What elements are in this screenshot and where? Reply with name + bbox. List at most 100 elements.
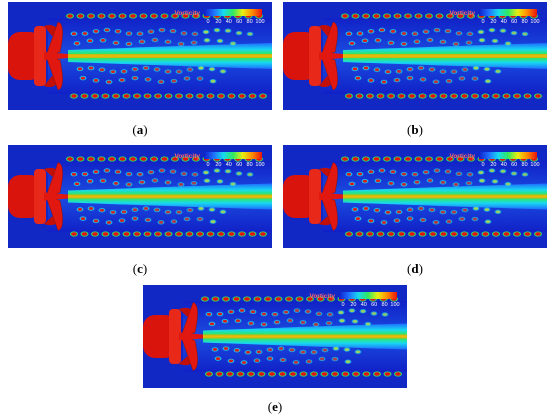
tip-vortex xyxy=(216,372,223,376)
tip-vortex xyxy=(249,232,256,236)
tip-vortex xyxy=(81,94,88,98)
propeller-blade xyxy=(320,162,338,197)
tip-vortex xyxy=(109,14,115,18)
tip-vortex xyxy=(482,232,489,236)
tip-vortex xyxy=(113,232,119,236)
colorbar-gradient xyxy=(479,152,537,159)
propeller-blade xyxy=(320,55,338,91)
vorticity-plot-b: Vorticity 0 20 40 60 80 100 xyxy=(283,2,547,110)
tip-vortex xyxy=(419,94,426,98)
tip-vortex xyxy=(472,94,478,98)
colorbar-gradient xyxy=(204,152,262,159)
tip-vortex xyxy=(176,94,182,98)
propeller-hub xyxy=(179,332,203,341)
tip-vortex xyxy=(260,232,266,236)
tip-vortex xyxy=(151,14,157,18)
panel-c-letter: c xyxy=(137,261,143,276)
propeller-blade xyxy=(45,162,63,197)
panel-a: Vorticity 0 20 40 60 80 100 xyxy=(8,2,272,110)
colorbar-tick-label: 80 xyxy=(247,19,253,25)
tip-vortex xyxy=(472,232,478,236)
tip-vortex xyxy=(300,372,307,376)
tip-vortex xyxy=(395,372,401,376)
colorbar-tick-label: 100 xyxy=(255,19,264,25)
tip-vortex xyxy=(155,232,161,236)
colorbar-tick-label: 20 xyxy=(490,19,496,25)
tip-vortex xyxy=(88,157,94,161)
propeller-blade xyxy=(180,336,198,371)
colorbar-tick-label: 100 xyxy=(255,162,264,168)
tip-vortex xyxy=(398,232,405,236)
tip-vortex xyxy=(374,372,380,376)
propeller-blade xyxy=(180,302,198,337)
tip-vortex xyxy=(109,157,115,161)
tip-vortex xyxy=(296,297,303,301)
tip-vortex xyxy=(430,232,436,236)
tip-vortex xyxy=(182,14,189,18)
tip-vortex xyxy=(202,297,208,301)
colorbar-tick-label: 0 xyxy=(341,302,344,308)
tip-vortex xyxy=(176,232,182,236)
tip-vortex xyxy=(373,14,380,18)
tip-vortex xyxy=(144,232,151,236)
tip-vortex xyxy=(119,14,126,18)
tip-vortex xyxy=(346,232,352,236)
tip-vortex xyxy=(373,157,380,161)
tip-vortex xyxy=(172,14,178,18)
colorbar-tick-label: 0 xyxy=(206,162,209,168)
colorbar-tick-label: 60 xyxy=(511,162,517,168)
tip-vortex xyxy=(207,232,214,236)
tip-vortex xyxy=(244,297,250,301)
colorbar-tick-label: 0 xyxy=(481,162,484,168)
tip-vortex xyxy=(197,94,203,98)
colorbar-title: Vorticity xyxy=(309,293,335,300)
propeller-hub xyxy=(44,192,68,201)
tip-vortex xyxy=(332,372,338,376)
colorbar-tick-label: 80 xyxy=(522,162,528,168)
tip-vortex xyxy=(207,94,214,98)
tip-vortex xyxy=(493,232,499,236)
colorbar-tick-label: 40 xyxy=(226,162,232,168)
tip-vortex xyxy=(228,94,235,98)
tip-vortex xyxy=(398,94,405,98)
tip-vortex xyxy=(468,14,474,18)
tip-vortex xyxy=(524,232,531,236)
tip-vortex xyxy=(258,372,265,376)
tip-vortex xyxy=(279,372,286,376)
tip-vortex xyxy=(363,372,370,376)
tip-vortex xyxy=(353,372,359,376)
tip-vortex xyxy=(151,157,157,161)
tip-vortex xyxy=(384,14,390,18)
tip-vortex xyxy=(482,94,489,98)
tip-vortex xyxy=(165,232,172,236)
colorbar-tick-label: 40 xyxy=(226,19,232,25)
tip-vortex xyxy=(415,157,422,161)
propeller-blade xyxy=(45,55,63,91)
tip-vortex xyxy=(415,14,422,18)
tip-vortex xyxy=(311,372,317,376)
colorbar: Vorticity 0 20 40 60 80 100 xyxy=(449,152,540,168)
tip-vortex xyxy=(377,94,384,98)
tip-vortex xyxy=(447,157,453,161)
colorbar: Vorticity 0 20 40 60 80 100 xyxy=(174,9,265,25)
tip-vortex xyxy=(130,14,136,18)
tip-vortex xyxy=(436,157,443,161)
tip-vortex xyxy=(206,372,212,376)
tip-vortex xyxy=(426,14,432,18)
tip-vortex xyxy=(535,94,541,98)
colorbar-tick-label: 20 xyxy=(215,19,221,25)
tip-vortex xyxy=(186,232,193,236)
tip-vortex xyxy=(92,94,98,98)
tip-vortex xyxy=(260,94,266,98)
tip-vortex xyxy=(317,297,324,301)
tip-vortex xyxy=(384,372,391,376)
tip-vortex xyxy=(81,232,88,236)
panel-c: Vorticity 0 20 40 60 80 100 xyxy=(8,145,272,248)
propeller-hub xyxy=(44,52,68,60)
tip-vortex xyxy=(436,14,443,18)
colorbar-title: Vorticity xyxy=(174,10,200,17)
tip-vortex xyxy=(384,157,390,161)
panel-b: Vorticity 0 20 40 60 80 100 xyxy=(283,2,547,110)
colorbar-tick-label: 100 xyxy=(530,162,539,168)
tip-vortex xyxy=(461,94,468,98)
